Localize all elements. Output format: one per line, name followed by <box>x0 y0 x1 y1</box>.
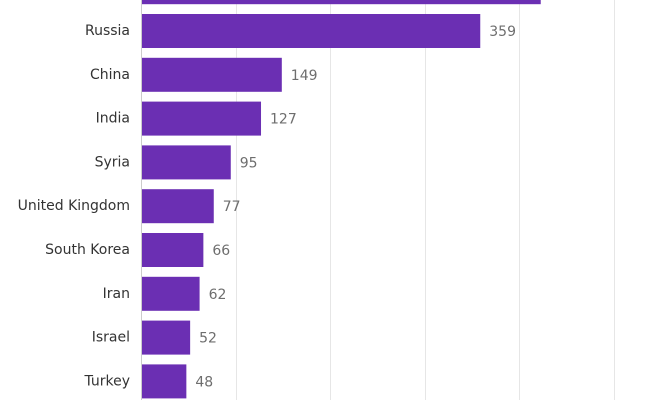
bar-south-korea <box>141 233 204 267</box>
bar-united-kingdom <box>141 189 214 224</box>
bar-israel <box>141 320 191 355</box>
value-label: 149 <box>291 68 318 84</box>
category-label: South Korea <box>45 242 130 258</box>
value-label: 127 <box>270 112 297 128</box>
value-label: 66 <box>212 243 230 259</box>
category-label: China <box>90 67 130 83</box>
value-label: 62 <box>209 287 227 303</box>
value-label: 52 <box>199 331 217 347</box>
category-label: Russia <box>85 23 130 39</box>
category-label: Turkey <box>83 373 130 389</box>
gridlines <box>236 0 615 400</box>
bar-syria <box>141 145 231 180</box>
bar-partial-top <box>141 0 541 5</box>
bar-china <box>141 57 282 92</box>
bar-turkey <box>141 364 187 399</box>
value-label: 77 <box>223 199 241 215</box>
category-label: India <box>96 111 130 127</box>
value-label: 95 <box>240 155 258 171</box>
bar-iran <box>141 276 200 311</box>
category-label: United Kingdom <box>18 198 130 214</box>
value-label: 359 <box>489 24 516 40</box>
value-label: 48 <box>195 374 213 390</box>
bar-india <box>141 101 262 136</box>
category-label: Iran <box>103 286 130 302</box>
bar-russia <box>141 14 481 48</box>
category-label: Israel <box>92 330 130 346</box>
category-label: Syria <box>95 154 130 170</box>
